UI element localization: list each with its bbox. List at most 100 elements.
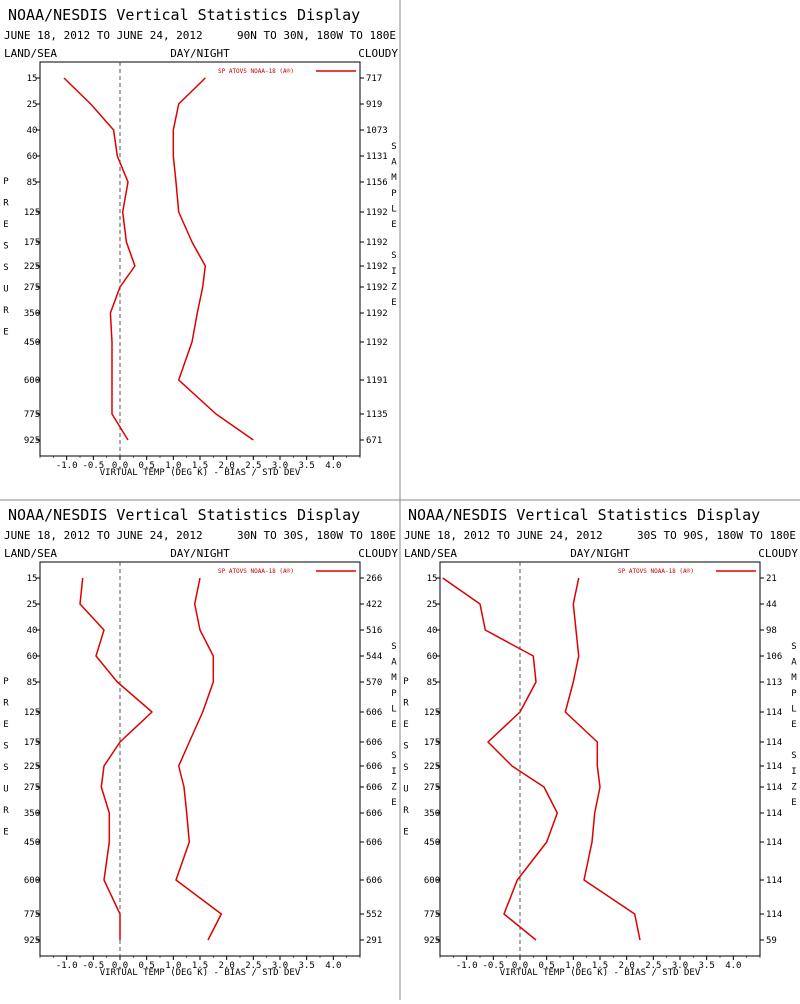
sample-size-vertical-letter: E <box>391 298 396 308</box>
sample-size-vertical-letter: I <box>391 767 396 777</box>
x-tick-label: 3.5 <box>299 461 315 471</box>
x-tick-label: -1.0 <box>56 461 78 471</box>
sample-size-label: 114 <box>766 783 782 793</box>
pressure-tick-label: 25 <box>427 600 438 610</box>
pressure-tick-label: 225 <box>24 762 40 772</box>
pressure-vertical-letter: S <box>403 763 408 773</box>
sample-size-label: 422 <box>366 600 382 610</box>
pressure-tick-label: 450 <box>24 838 40 848</box>
pressure-tick-label: 25 <box>27 100 38 110</box>
x-tick-label: 0.5 <box>539 961 555 971</box>
x-tick-label: 3.0 <box>272 961 288 971</box>
x-tick-label: 1.5 <box>192 461 208 471</box>
panel-title: NOAA/NESDIS Vertical Statistics Display <box>8 506 360 524</box>
pressure-vertical-letter: E <box>3 828 8 838</box>
chart-panel: NOAA/NESDIS Vertical Statistics Display J… <box>3 506 398 978</box>
x-tick-label: -0.5 <box>482 961 504 971</box>
sample-size-label: 114 <box>766 838 782 848</box>
pressure-tick-label: 60 <box>27 152 38 162</box>
x-tick-label: 3.0 <box>672 961 688 971</box>
x-tick-label: 0.0 <box>112 461 128 471</box>
sample-size-label: 113 <box>766 678 782 688</box>
pressure-vertical-letter: R <box>3 806 9 816</box>
pressure-tick-label: 175 <box>424 738 440 748</box>
sample-size-label: 114 <box>766 910 782 920</box>
sample-size-label: 98 <box>766 626 777 636</box>
pressure-tick-label: 600 <box>24 376 40 386</box>
land-sea-header: LAND/SEA <box>4 47 57 60</box>
sample-size-label: 1192 <box>366 338 388 348</box>
chart-panel: NOAA/NESDIS Vertical Statistics Display J… <box>3 6 398 478</box>
pressure-vertical-letter: R <box>3 199 9 209</box>
pressure-vertical-letter: R <box>403 699 409 709</box>
sample-size-vertical-letter: I <box>391 267 396 277</box>
pressure-vertical-letter: S <box>3 263 8 273</box>
x-tick-label: 2.0 <box>219 961 235 971</box>
sample-size-vertical-letter: A <box>791 658 797 668</box>
sample-size-label: 291 <box>366 936 382 946</box>
pressure-vertical-letter: S <box>403 742 408 752</box>
sample-size-label: 1192 <box>366 262 388 272</box>
pressure-vertical-letter: R <box>403 806 409 816</box>
sample-size-vertical-letter: E <box>391 720 396 730</box>
plot-frame <box>39 61 361 457</box>
sample-size-label: 606 <box>366 783 382 793</box>
pressure-tick-label: 125 <box>24 708 40 718</box>
pressure-tick-label: 775 <box>24 910 40 920</box>
sample-size-label: 106 <box>766 652 782 662</box>
land-sea-header: LAND/SEA <box>404 547 457 560</box>
chart-panel: NOAA/NESDIS Vertical Statistics Display J… <box>403 506 798 978</box>
sample-size-vertical-letter: Z <box>791 782 797 792</box>
x-tick-label: 2.5 <box>245 961 261 971</box>
pressure-tick-label: 85 <box>27 678 38 688</box>
pressure-tick-label: 925 <box>424 936 440 946</box>
pressure-tick-label: 600 <box>24 876 40 886</box>
sample-size-vertical-letter: L <box>391 204 396 214</box>
panel-title: NOAA/NESDIS Vertical Statistics Display <box>8 6 360 24</box>
std-dev-line <box>564 577 641 941</box>
pressure-vertical-letter: E <box>3 720 8 730</box>
pressure-tick-label: 350 <box>424 809 440 819</box>
std-dev-line <box>172 77 254 441</box>
pressure-tick-label: 600 <box>424 876 440 886</box>
pressure-vertical-letter: E <box>403 828 408 838</box>
sample-size-vertical-letter: P <box>791 689 797 699</box>
sample-size-vertical-letter: S <box>791 642 796 652</box>
sample-size-vertical-letter: S <box>391 251 396 261</box>
pressure-vertical-letter: S <box>3 742 8 752</box>
x-tick-label: 4.0 <box>325 961 341 971</box>
pressure-tick-label: 60 <box>427 652 438 662</box>
pressure-vertical-letter: U <box>403 785 408 795</box>
pressure-tick-label: 25 <box>27 600 38 610</box>
sample-size-label: 114 <box>766 809 782 819</box>
x-tick-label: -0.5 <box>82 461 104 471</box>
pressure-vertical-letter: E <box>3 328 8 338</box>
pressure-tick-label: 85 <box>27 178 38 188</box>
sample-size-label: 570 <box>366 678 382 688</box>
pressure-vertical-letter: P <box>403 677 409 687</box>
region-label: 90N TO 30N, 180W TO 180E <box>237 29 396 42</box>
cloudy-header: CLOUDY <box>758 547 798 560</box>
sample-size-vertical-letter: E <box>791 720 796 730</box>
day-night-header: DAY/NIGHT <box>570 547 630 560</box>
sample-size-label: 21 <box>766 574 777 584</box>
x-tick-label: 0.5 <box>139 461 155 471</box>
x-tick-label: 2.5 <box>645 961 661 971</box>
pressure-vertical-letter: E <box>403 720 408 730</box>
date-range: JUNE 18, 2012 TO JUNE 24, 2012 <box>4 29 203 42</box>
pressure-tick-label: 15 <box>27 574 38 584</box>
sample-size-label: 114 <box>766 762 782 772</box>
sample-size-label: 552 <box>366 910 382 920</box>
region-label: 30N TO 30S, 180W TO 180E <box>237 529 396 542</box>
panel-title: NOAA/NESDIS Vertical Statistics Display <box>408 506 760 524</box>
sample-size-label: 671 <box>366 436 382 446</box>
sample-size-label: 544 <box>366 652 382 662</box>
pressure-tick-label: 775 <box>424 910 440 920</box>
pressure-tick-label: 175 <box>24 238 40 248</box>
x-tick-label: 1.0 <box>165 461 181 471</box>
sample-size-vertical-letter: P <box>391 689 397 699</box>
x-tick-label: 1.5 <box>192 961 208 971</box>
plot-frame <box>439 561 761 957</box>
x-tick-label: 1.0 <box>165 961 181 971</box>
sample-size-vertical-letter: Z <box>391 782 397 792</box>
